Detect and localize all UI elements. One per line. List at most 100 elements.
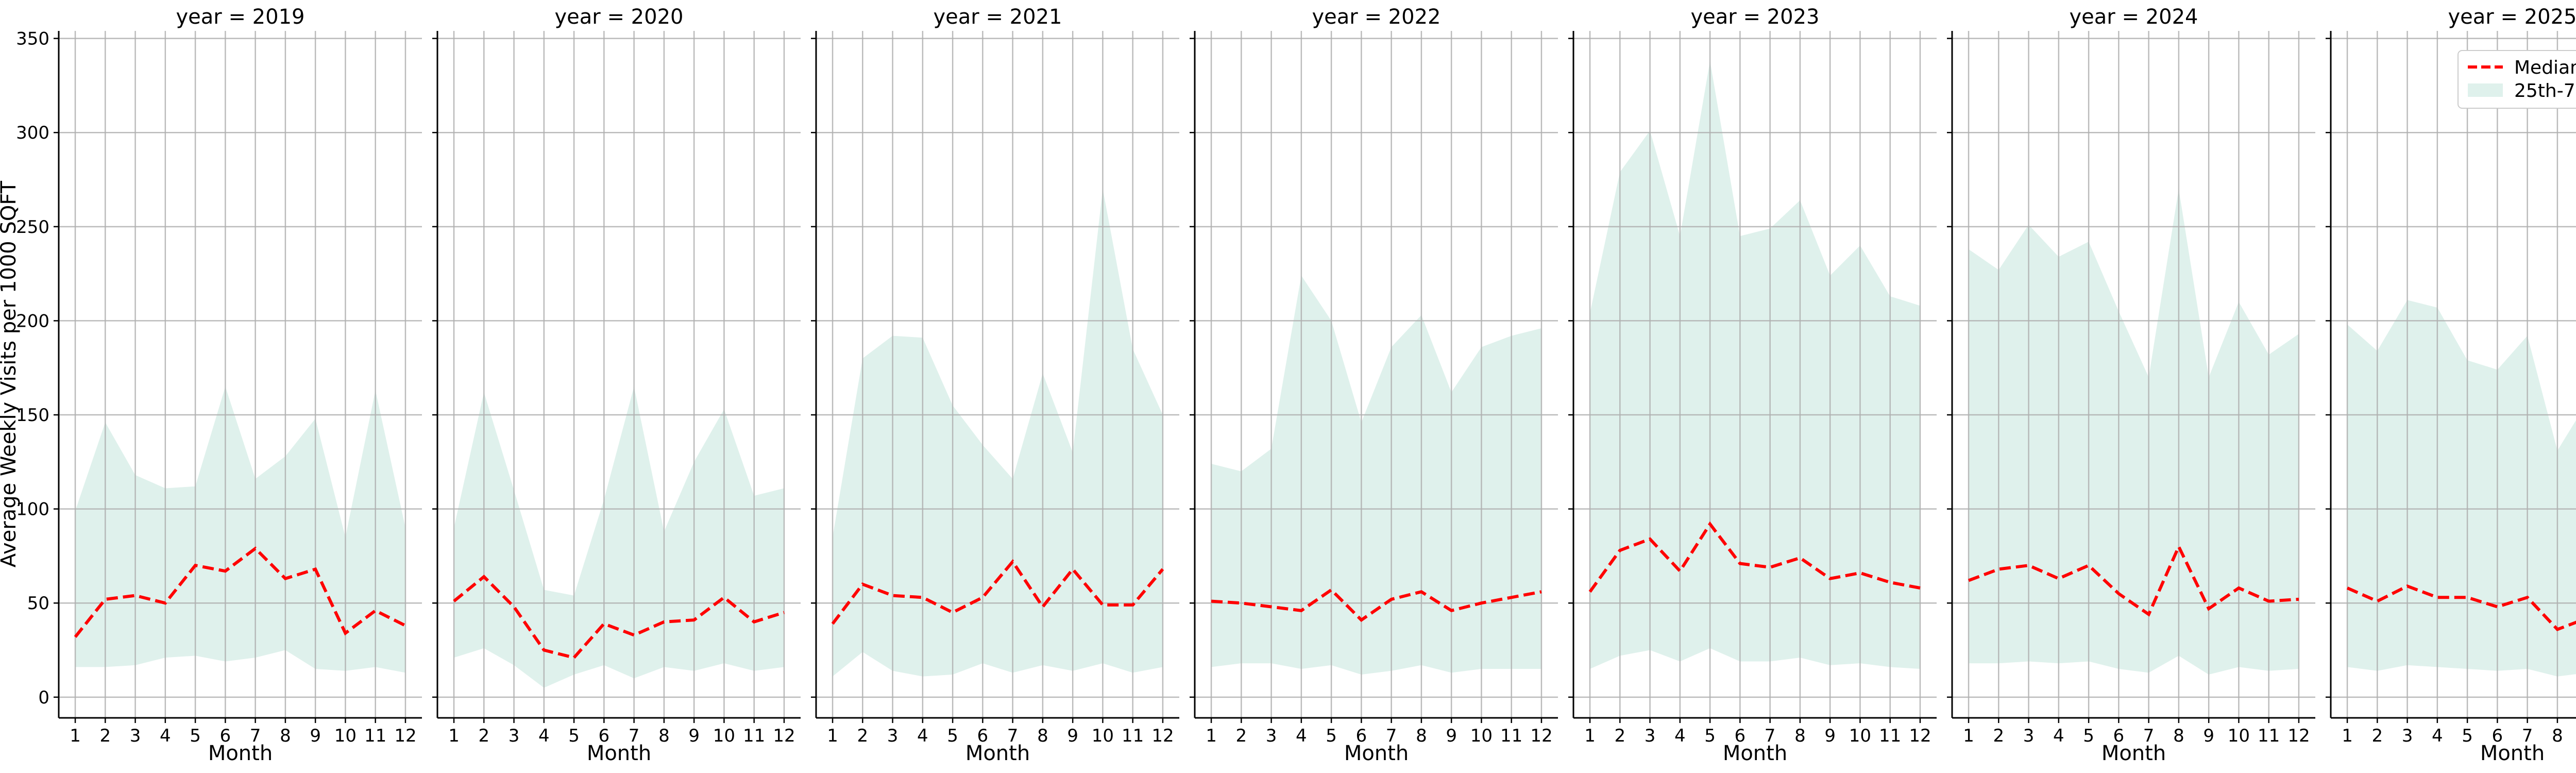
x-tick-label: 7 (1007, 726, 1019, 746)
x-axis-label: Month (208, 742, 273, 765)
x-tick-label: 2 (1614, 726, 1625, 746)
x-tick-label: 4 (1296, 726, 1307, 746)
x-tick-label: 3 (130, 726, 141, 746)
x-tick-label: 5 (190, 726, 201, 746)
x-tick-label: 12 (1151, 726, 1174, 746)
y-tick-label: 100 (16, 499, 49, 520)
percentile-band (1590, 61, 1920, 669)
panel-title: year = 2025 (2448, 5, 2576, 29)
x-tick-label: 10 (1470, 726, 1493, 746)
panel-title: year = 2022 (1312, 5, 1441, 29)
x-tick-label: 4 (160, 726, 171, 746)
x-tick-label: 7 (2143, 726, 2155, 746)
panel-title: year = 2019 (176, 5, 305, 29)
x-tick-label: 4 (917, 726, 928, 746)
x-tick-label: 9 (688, 726, 700, 746)
y-tick-label: 350 (16, 29, 49, 49)
x-tick-label: 5 (1326, 726, 1337, 746)
x-axis-label: Month (965, 742, 1030, 765)
x-tick-label: 4 (2432, 726, 2443, 746)
x-tick-label: 10 (334, 726, 357, 746)
legend-median-label: Median (2514, 57, 2576, 78)
panel-title: year = 2024 (2070, 5, 2198, 29)
x-axis-label: Month (2480, 742, 2545, 765)
x-tick-label: 12 (1530, 726, 1552, 746)
x-tick-label: 2 (1235, 726, 1247, 746)
x-axis-label: Month (587, 742, 651, 765)
x-tick-label: 6 (599, 726, 610, 746)
x-tick-label: 11 (2258, 726, 2280, 746)
median-line (1968, 543, 2299, 617)
x-tick-label: 2 (478, 726, 489, 746)
x-tick-label: 2 (2371, 726, 2383, 746)
x-tick-label: 8 (2552, 726, 2563, 746)
x-tick-label: 11 (743, 726, 765, 746)
panel-2025: year = 2025123456789101112Month (2326, 5, 2576, 765)
median-line (453, 575, 785, 660)
percentile-band (1211, 275, 1541, 675)
x-tick-label: 1 (2342, 726, 2353, 746)
x-tick-label: 5 (1704, 726, 1716, 746)
x-tick-label: 8 (1794, 726, 1806, 746)
x-tick-label: 2 (99, 726, 111, 746)
x-tick-label: 1 (827, 726, 838, 746)
x-tick-label: 12 (1909, 726, 1931, 746)
x-tick-label: 2 (857, 726, 868, 746)
x-tick-label: 6 (1735, 726, 1746, 746)
x-tick-label: 4 (1674, 726, 1686, 746)
percentile-band (833, 189, 1163, 677)
panel-title: year = 2023 (1691, 5, 1820, 29)
x-tick-label: 3 (509, 726, 520, 746)
median-line (1588, 521, 1921, 593)
x-tick-label: 1 (1206, 726, 1217, 746)
y-axis-label: Average Weekly Visits per 1000 SQFT (0, 180, 21, 567)
x-tick-label: 9 (1824, 726, 1836, 746)
median-line (2346, 584, 2576, 631)
x-tick-label: 11 (364, 726, 386, 746)
x-tick-label: 8 (2173, 726, 2184, 746)
x-tick-label: 9 (1067, 726, 1078, 746)
percentile-band (1969, 189, 2299, 675)
x-tick-label: 8 (1416, 726, 1427, 746)
x-tick-label: 1 (1584, 726, 1596, 746)
x-axis-label: Month (1723, 742, 1787, 765)
x-tick-label: 3 (887, 726, 899, 746)
x-tick-label: 4 (2053, 726, 2064, 746)
x-tick-label: 3 (2402, 726, 2413, 746)
y-tick-label: 250 (16, 217, 49, 238)
x-tick-label: 8 (280, 726, 291, 746)
x-tick-label: 9 (1446, 726, 1457, 746)
x-tick-label: 6 (1356, 726, 1367, 746)
x-tick-label: 6 (977, 726, 989, 746)
x-tick-label: 9 (310, 726, 321, 746)
x-tick-label: 4 (538, 726, 550, 746)
x-tick-label: 8 (1037, 726, 1048, 746)
y-tick-label: 200 (16, 311, 49, 331)
x-tick-label: 8 (658, 726, 670, 746)
y-tick-label: 0 (38, 687, 49, 708)
x-tick-label: 5 (947, 726, 958, 746)
x-tick-label: 9 (2203, 726, 2214, 746)
x-tick-label: 5 (568, 726, 580, 746)
median-line (831, 559, 1164, 625)
legend: Median 25th-75th Percentile (2458, 50, 2576, 109)
x-tick-label: 12 (394, 726, 416, 746)
x-tick-label: 6 (2113, 726, 2125, 746)
x-tick-label: 7 (1765, 726, 1776, 746)
x-tick-label: 1 (1963, 726, 1974, 746)
x-tick-label: 1 (448, 726, 460, 746)
y-tick-label: 300 (16, 123, 49, 143)
x-tick-label: 5 (2083, 726, 2094, 746)
x-tick-label: 6 (220, 726, 231, 746)
x-tick-label: 7 (250, 726, 261, 746)
x-tick-label: 5 (2462, 726, 2473, 746)
x-tick-label: 11 (1879, 726, 1901, 746)
x-axis-label: Month (1344, 742, 1409, 765)
